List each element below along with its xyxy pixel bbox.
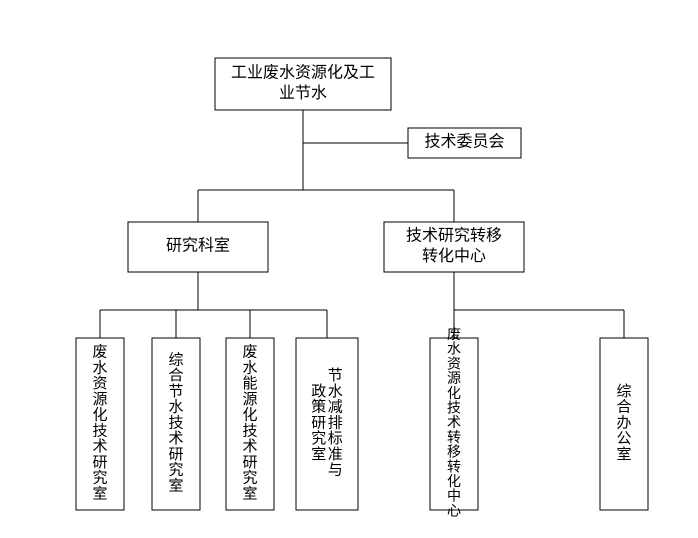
svg-text:转: 转 bbox=[447, 430, 461, 446]
org-chart: 工业废水资源化及工业节水技术委员会研究科室技术研究转移转化中心废水资源化技术研究… bbox=[0, 0, 698, 533]
svg-text:业节水: 业节水 bbox=[279, 84, 327, 102]
svg-text:术: 术 bbox=[242, 438, 257, 455]
svg-text:策: 策 bbox=[311, 399, 326, 416]
svg-text:室: 室 bbox=[168, 477, 183, 494]
svg-text:移: 移 bbox=[447, 445, 461, 461]
svg-text:合: 合 bbox=[168, 367, 183, 384]
svg-text:术: 术 bbox=[92, 438, 107, 455]
svg-text:节: 节 bbox=[328, 367, 343, 384]
svg-text:源: 源 bbox=[242, 391, 257, 408]
svg-text:技: 技 bbox=[242, 422, 257, 439]
svg-text:室: 室 bbox=[242, 485, 257, 502]
svg-text:废: 废 bbox=[242, 344, 257, 361]
svg-text:中: 中 bbox=[447, 489, 461, 505]
svg-text:室: 室 bbox=[92, 485, 107, 502]
svg-text:排: 排 bbox=[328, 414, 343, 431]
svg-text:室: 室 bbox=[311, 446, 326, 463]
svg-text:源: 源 bbox=[447, 371, 461, 387]
svg-text:工业废水资源化及工: 工业废水资源化及工 bbox=[231, 63, 375, 81]
svg-text:技: 技 bbox=[168, 414, 183, 431]
svg-text:技: 技 bbox=[92, 422, 107, 439]
svg-text:究: 究 bbox=[168, 462, 183, 479]
svg-text:废: 废 bbox=[92, 344, 107, 361]
svg-text:研究科室: 研究科室 bbox=[166, 237, 230, 255]
svg-text:资: 资 bbox=[92, 375, 107, 392]
svg-text:技术研究转移: 技术研究转移 bbox=[406, 226, 502, 244]
svg-text:研: 研 bbox=[242, 455, 257, 471]
svg-text:化: 化 bbox=[242, 407, 257, 424]
svg-text:源: 源 bbox=[92, 391, 107, 408]
svg-text:研: 研 bbox=[311, 415, 326, 431]
svg-text:转: 转 bbox=[447, 459, 461, 475]
svg-text:办: 办 bbox=[616, 414, 631, 431]
svg-text:水: 水 bbox=[447, 342, 461, 358]
svg-text:化: 化 bbox=[92, 407, 107, 424]
svg-text:公: 公 bbox=[616, 431, 631, 447]
svg-text:室: 室 bbox=[616, 446, 631, 463]
svg-text:综: 综 bbox=[616, 383, 631, 400]
svg-text:化: 化 bbox=[447, 386, 461, 402]
svg-text:综: 综 bbox=[168, 351, 183, 368]
svg-text:术: 术 bbox=[447, 415, 461, 431]
svg-text:政: 政 bbox=[311, 383, 326, 400]
svg-text:标: 标 bbox=[328, 430, 343, 447]
svg-text:与: 与 bbox=[328, 462, 343, 479]
svg-text:水: 水 bbox=[92, 359, 107, 376]
svg-text:究: 究 bbox=[242, 470, 257, 487]
svg-text:究: 究 bbox=[92, 470, 107, 487]
svg-text:节: 节 bbox=[168, 383, 183, 400]
svg-text:资: 资 bbox=[447, 356, 461, 372]
svg-text:究: 究 bbox=[311, 430, 326, 447]
svg-text:研: 研 bbox=[92, 455, 107, 471]
svg-text:废: 废 bbox=[447, 327, 461, 343]
svg-text:技术委员会: 技术委员会 bbox=[424, 133, 504, 151]
svg-text:准: 准 bbox=[328, 446, 343, 463]
svg-text:术: 术 bbox=[168, 430, 183, 447]
svg-text:研: 研 bbox=[168, 447, 183, 463]
svg-text:能: 能 bbox=[242, 375, 257, 392]
svg-text:心: 心 bbox=[447, 503, 461, 519]
svg-text:水: 水 bbox=[168, 399, 183, 416]
svg-text:水: 水 bbox=[328, 383, 343, 400]
svg-text:技: 技 bbox=[447, 401, 461, 417]
svg-text:合: 合 bbox=[616, 399, 631, 416]
svg-text:减: 减 bbox=[328, 399, 343, 416]
svg-text:转化中心: 转化中心 bbox=[422, 247, 486, 265]
svg-text:水: 水 bbox=[242, 359, 257, 376]
svg-text:化: 化 bbox=[447, 474, 461, 490]
